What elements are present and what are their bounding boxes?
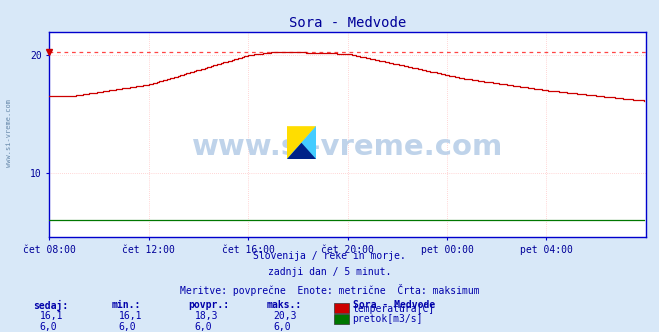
- Text: zadnji dan / 5 minut.: zadnji dan / 5 minut.: [268, 267, 391, 277]
- Text: 6,0: 6,0: [273, 322, 291, 332]
- Text: min.:: min.:: [112, 300, 142, 310]
- Text: Slovenija / reke in morje.: Slovenija / reke in morje.: [253, 251, 406, 261]
- Polygon shape: [287, 126, 316, 159]
- Text: 6,0: 6,0: [194, 322, 212, 332]
- Text: temperatura[C]: temperatura[C]: [353, 304, 435, 314]
- Text: sedaj:: sedaj:: [33, 300, 68, 311]
- Polygon shape: [287, 126, 316, 159]
- Polygon shape: [287, 143, 316, 159]
- Text: 6,0: 6,0: [40, 322, 57, 332]
- Text: 18,3: 18,3: [194, 311, 218, 321]
- Text: pretok[m3/s]: pretok[m3/s]: [353, 314, 423, 324]
- Title: Sora - Medvode: Sora - Medvode: [289, 16, 406, 30]
- Text: maks.:: maks.:: [267, 300, 302, 310]
- Text: www.si-vreme.com: www.si-vreme.com: [192, 133, 503, 161]
- Text: 16,1: 16,1: [40, 311, 63, 321]
- Text: Sora - Medvode: Sora - Medvode: [353, 300, 435, 310]
- Text: povpr.:: povpr.:: [188, 300, 229, 310]
- Text: 16,1: 16,1: [119, 311, 142, 321]
- Text: www.si-vreme.com: www.si-vreme.com: [5, 99, 12, 167]
- Text: 20,3: 20,3: [273, 311, 297, 321]
- Text: Meritve: povprečne  Enote: metrične  Črta: maksimum: Meritve: povprečne Enote: metrične Črta:…: [180, 284, 479, 296]
- Text: 6,0: 6,0: [119, 322, 136, 332]
